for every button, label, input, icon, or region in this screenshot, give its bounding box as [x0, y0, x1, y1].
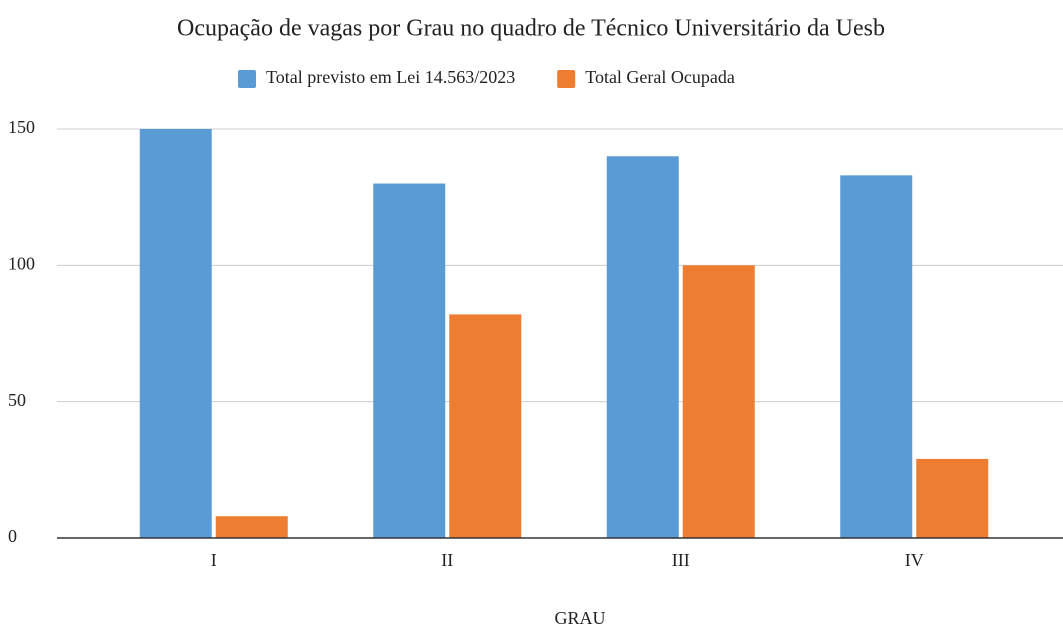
- y-tick-label: 0: [8, 526, 17, 546]
- bar: [840, 175, 913, 538]
- x-axis-label: GRAU: [554, 608, 605, 628]
- bar: [449, 314, 522, 538]
- y-tick-label: 50: [8, 390, 26, 410]
- bar: [682, 265, 755, 538]
- legend-label: Total previsto em Lei 14.563/2023: [266, 67, 515, 87]
- x-tick-label: III: [672, 550, 690, 570]
- x-tick-label: I: [211, 550, 217, 570]
- bar: [373, 183, 446, 539]
- x-tick-label: II: [441, 550, 453, 570]
- legend-label: Total Geral Ocupada: [585, 67, 735, 87]
- bar: [606, 156, 679, 538]
- bar: [139, 129, 212, 538]
- y-tick-label: 150: [8, 117, 35, 137]
- bar: [215, 516, 288, 538]
- chart-title: Ocupação de vagas por Grau no quadro de …: [177, 16, 885, 42]
- y-tick-label: 100: [8, 253, 35, 273]
- bar: [916, 458, 989, 538]
- legend-swatch: [238, 70, 256, 88]
- legend-swatch: [557, 70, 576, 88]
- x-tick-label: IV: [905, 550, 924, 570]
